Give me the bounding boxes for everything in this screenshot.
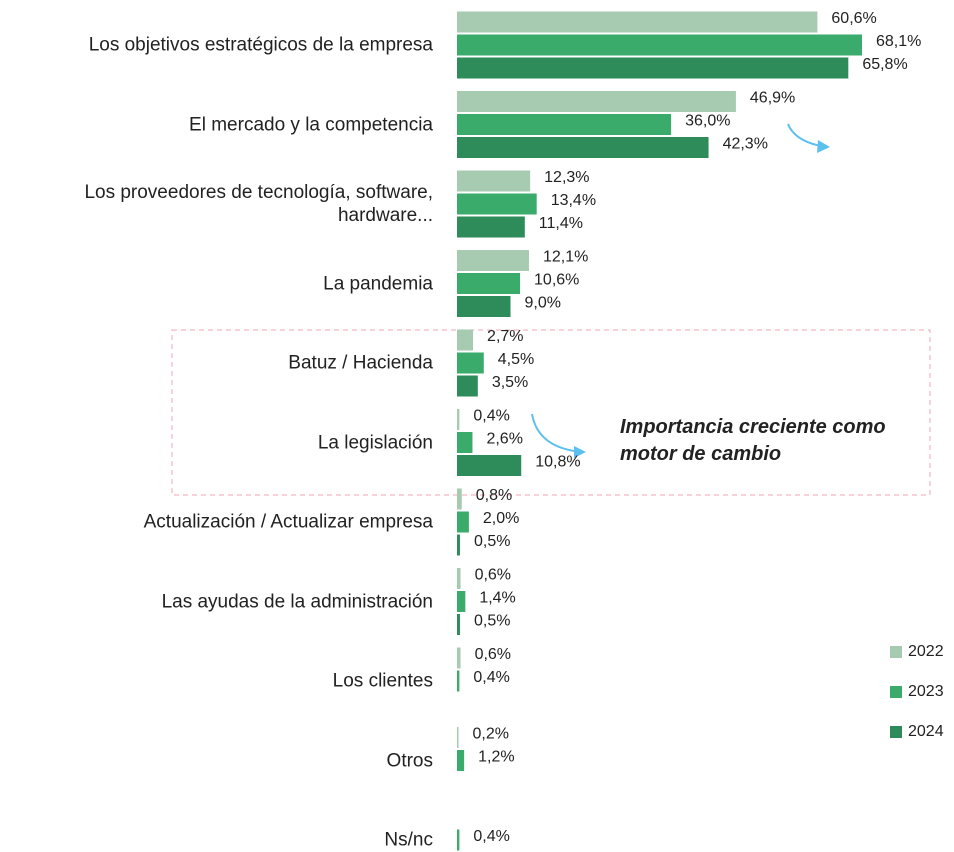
bar [457, 670, 460, 692]
value-label: 0,4% [473, 669, 509, 686]
value-label: 0,2% [473, 726, 509, 743]
value-label: 0,4% [473, 828, 509, 845]
bar [457, 216, 525, 238]
bar [457, 352, 484, 374]
bar [457, 534, 460, 556]
bar [457, 614, 460, 635]
value-label: 0,5% [474, 613, 510, 630]
value-label: 46,9% [750, 90, 795, 107]
category-label: Los objetivos estratégicos de la empresa [88, 34, 433, 56]
value-label: 2,6% [486, 431, 522, 448]
value-label: 0,4% [473, 408, 509, 425]
value-label: 0,6% [475, 567, 511, 584]
bar [457, 170, 531, 192]
legend-label: 2024 [908, 723, 944, 740]
legend-label: 2023 [908, 683, 944, 700]
category-label: Batuz / Hacienda [288, 352, 433, 374]
bar [457, 193, 537, 215]
bar [457, 829, 460, 851]
category-label: Los clientes [332, 670, 433, 692]
bar [457, 273, 521, 294]
bar [457, 250, 529, 271]
value-label: 2,7% [487, 328, 523, 345]
value-label: 65,8% [862, 56, 907, 73]
bar [457, 114, 672, 135]
value-label: 11,4% [539, 215, 583, 232]
value-label: 60,6% [831, 10, 876, 27]
category-label: Ns/nc [384, 829, 433, 851]
bar [457, 750, 465, 771]
bar [457, 432, 473, 453]
value-label: 68,1% [876, 33, 921, 50]
bar [457, 375, 478, 397]
value-label: 9,0% [525, 295, 561, 312]
value-label: 0,6% [475, 646, 511, 663]
category-label: Los proveedores de tecnología, software,… [84, 182, 433, 226]
value-label: 0,8% [476, 487, 512, 504]
value-label: 0,5% [474, 533, 510, 550]
bar [457, 727, 459, 748]
arrow-head [574, 446, 586, 458]
bar [457, 455, 522, 476]
legend-label: 2022 [908, 643, 944, 660]
highlight-box [171, 329, 931, 496]
value-label: 4,5% [498, 351, 534, 368]
category-label: El mercado y la competencia [189, 114, 433, 135]
category-label: La legislación [317, 432, 433, 453]
bar [457, 488, 462, 510]
value-label: 10,6% [534, 272, 579, 289]
value-label: 1,4% [479, 590, 515, 607]
category-label: La pandemia [323, 273, 433, 294]
bar [457, 91, 736, 112]
value-label: 2,0% [483, 510, 519, 527]
category-label: Actualización / Actualizar empresa [143, 511, 433, 533]
value-label: 1,2% [478, 749, 514, 766]
value-label: 3,5% [492, 374, 528, 391]
bar [457, 409, 460, 430]
bar [457, 329, 474, 351]
value-label: 13,4% [551, 192, 596, 209]
arrow-head [817, 140, 830, 153]
bar [457, 57, 849, 79]
bar [457, 296, 511, 317]
bar [457, 647, 461, 669]
legend-swatch [890, 726, 902, 738]
annotation: Importancia creciente como motor de camb… [620, 416, 886, 465]
bar [457, 137, 709, 158]
bar [457, 591, 466, 612]
category-label: Otros [386, 750, 433, 771]
value-label: 10,8% [535, 454, 580, 471]
legend-swatch [890, 646, 902, 658]
value-label: 12,3% [544, 169, 589, 186]
category-label: Las ayudas de la administración [161, 591, 433, 612]
bar [457, 568, 461, 589]
bar [457, 511, 469, 533]
legend-swatch [890, 686, 902, 698]
value-label: 12,1% [543, 249, 588, 266]
bar [457, 11, 818, 33]
value-label: 42,3% [723, 136, 768, 153]
value-label: 36,0% [685, 113, 730, 130]
bar [457, 34, 862, 56]
